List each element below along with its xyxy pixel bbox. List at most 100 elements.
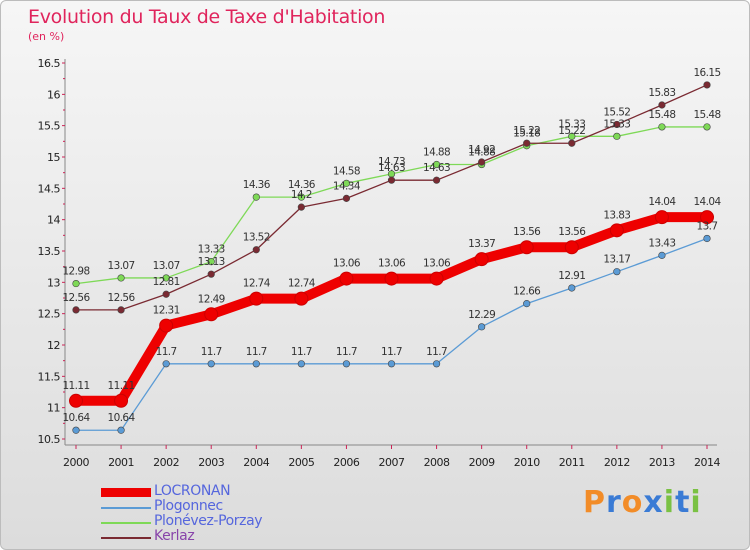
x-tick-label: 2004 bbox=[243, 456, 269, 469]
brand-letter: i bbox=[663, 485, 676, 520]
data-point bbox=[703, 234, 711, 243]
data-label: 13.37 bbox=[468, 238, 495, 250]
data-point bbox=[297, 203, 305, 211]
data-point bbox=[69, 393, 83, 408]
data-label: 11.7 bbox=[291, 346, 312, 358]
y-tick-label: 14 bbox=[47, 214, 60, 227]
y-tick-label: 10.5 bbox=[38, 433, 61, 446]
y-tick-label: 11.5 bbox=[38, 370, 61, 383]
data-label: 11.7 bbox=[426, 346, 447, 358]
x-tick-label: 2005 bbox=[288, 456, 314, 469]
data-label: 12.91 bbox=[558, 270, 585, 282]
data-label: 12.49 bbox=[198, 293, 225, 305]
legend-label: Plogonnec bbox=[154, 498, 223, 514]
x-tick-label: 2013 bbox=[649, 456, 675, 469]
data-label: 13.83 bbox=[603, 209, 630, 221]
data-point bbox=[114, 393, 129, 408]
data-point bbox=[432, 176, 441, 184]
y-tick-label: 14.5 bbox=[38, 182, 61, 195]
x-tick-label: 2009 bbox=[469, 456, 495, 469]
data-label: 15.33 bbox=[558, 118, 585, 130]
data-label: 14.2 bbox=[291, 189, 312, 201]
data-label: 14.88 bbox=[423, 147, 450, 159]
data-label: 12.74 bbox=[288, 278, 316, 290]
x-tick-label: 2011 bbox=[559, 456, 585, 469]
data-label: 14.58 bbox=[333, 165, 360, 177]
data-label: 15.52 bbox=[603, 106, 630, 118]
data-point bbox=[523, 139, 531, 147]
y-tick-label: 11 bbox=[47, 402, 60, 415]
data-point bbox=[568, 139, 576, 147]
data-label: 15.22 bbox=[513, 125, 540, 137]
x-tick-label: 2008 bbox=[424, 456, 450, 469]
data-label: 12.56 bbox=[108, 292, 136, 304]
brand-letter: t bbox=[675, 485, 691, 520]
y-tick-label: 13 bbox=[47, 276, 60, 289]
brand-logo: Proxiti bbox=[583, 485, 702, 520]
series-kerlaz bbox=[72, 81, 711, 314]
brand-letter: P bbox=[583, 485, 606, 520]
y-tick-label: 16 bbox=[47, 88, 60, 101]
data-point bbox=[159, 318, 174, 333]
legend-swatch bbox=[101, 488, 151, 497]
data-point bbox=[162, 290, 170, 298]
data-point bbox=[72, 426, 80, 434]
data-point bbox=[252, 193, 260, 201]
data-label: 11.11 bbox=[108, 380, 135, 392]
data-point bbox=[609, 223, 624, 238]
data-point bbox=[252, 246, 260, 254]
data-point bbox=[72, 279, 80, 288]
data-label: 13.13 bbox=[198, 256, 225, 268]
data-label: 14.88 bbox=[468, 147, 495, 159]
data-point bbox=[478, 158, 486, 166]
data-point bbox=[342, 360, 351, 368]
series-layer bbox=[69, 81, 714, 434]
data-point bbox=[568, 284, 576, 292]
data-point bbox=[117, 426, 125, 434]
data-point bbox=[703, 123, 711, 131]
data-point bbox=[387, 176, 396, 184]
data-point bbox=[117, 274, 125, 282]
data-label: 12.66 bbox=[513, 286, 541, 298]
data-point bbox=[564, 240, 579, 255]
data-label: 11.7 bbox=[246, 346, 267, 358]
data-point bbox=[342, 179, 351, 187]
data-label: 13.33 bbox=[198, 244, 225, 256]
data-label: 14.36 bbox=[288, 179, 316, 191]
data-point bbox=[654, 210, 669, 225]
data-label: 11.7 bbox=[201, 346, 222, 358]
data-label: 13.52 bbox=[243, 232, 270, 244]
x-tick-label: 2001 bbox=[108, 456, 134, 469]
brand-letter: i bbox=[690, 485, 702, 520]
data-label: 13.56 bbox=[558, 226, 586, 238]
chart-subtitle: (en %) bbox=[28, 30, 65, 43]
data-label: 14.04 bbox=[648, 196, 676, 208]
data-label: 13.06 bbox=[378, 258, 406, 270]
x-tick-label: 2000 bbox=[63, 456, 89, 469]
series-plon-vez-porzay bbox=[72, 123, 711, 288]
x-tick-label: 2014 bbox=[694, 456, 720, 469]
y-tick-label: 16.5 bbox=[38, 57, 61, 70]
y-tick-label: 15.5 bbox=[38, 120, 61, 133]
data-label: 15.48 bbox=[693, 109, 720, 121]
data-label: 13.43 bbox=[648, 237, 675, 249]
y-tick-label: 12 bbox=[47, 339, 60, 352]
data-label: 16.15 bbox=[693, 67, 720, 79]
data-point bbox=[432, 160, 441, 169]
data-point bbox=[117, 306, 125, 314]
data-label: 14.04 bbox=[693, 196, 721, 208]
data-labels: 10.64 10.64 11.7 11.7 11.7 11.7 11.7 11.7 11.7 12… bbox=[62, 67, 722, 424]
data-point bbox=[249, 291, 264, 306]
data-label: 14.92 bbox=[468, 144, 495, 156]
data-point bbox=[703, 81, 711, 89]
x-tick-label: 2012 bbox=[604, 456, 630, 469]
data-label: 11.7 bbox=[156, 346, 177, 358]
data-point bbox=[658, 101, 666, 109]
data-label: 13.56 bbox=[513, 226, 541, 238]
data-point bbox=[613, 132, 621, 140]
series-locronan bbox=[69, 210, 714, 408]
data-point bbox=[658, 251, 666, 259]
x-tick-label: 2010 bbox=[514, 456, 540, 469]
data-label: 15.48 bbox=[648, 109, 675, 121]
